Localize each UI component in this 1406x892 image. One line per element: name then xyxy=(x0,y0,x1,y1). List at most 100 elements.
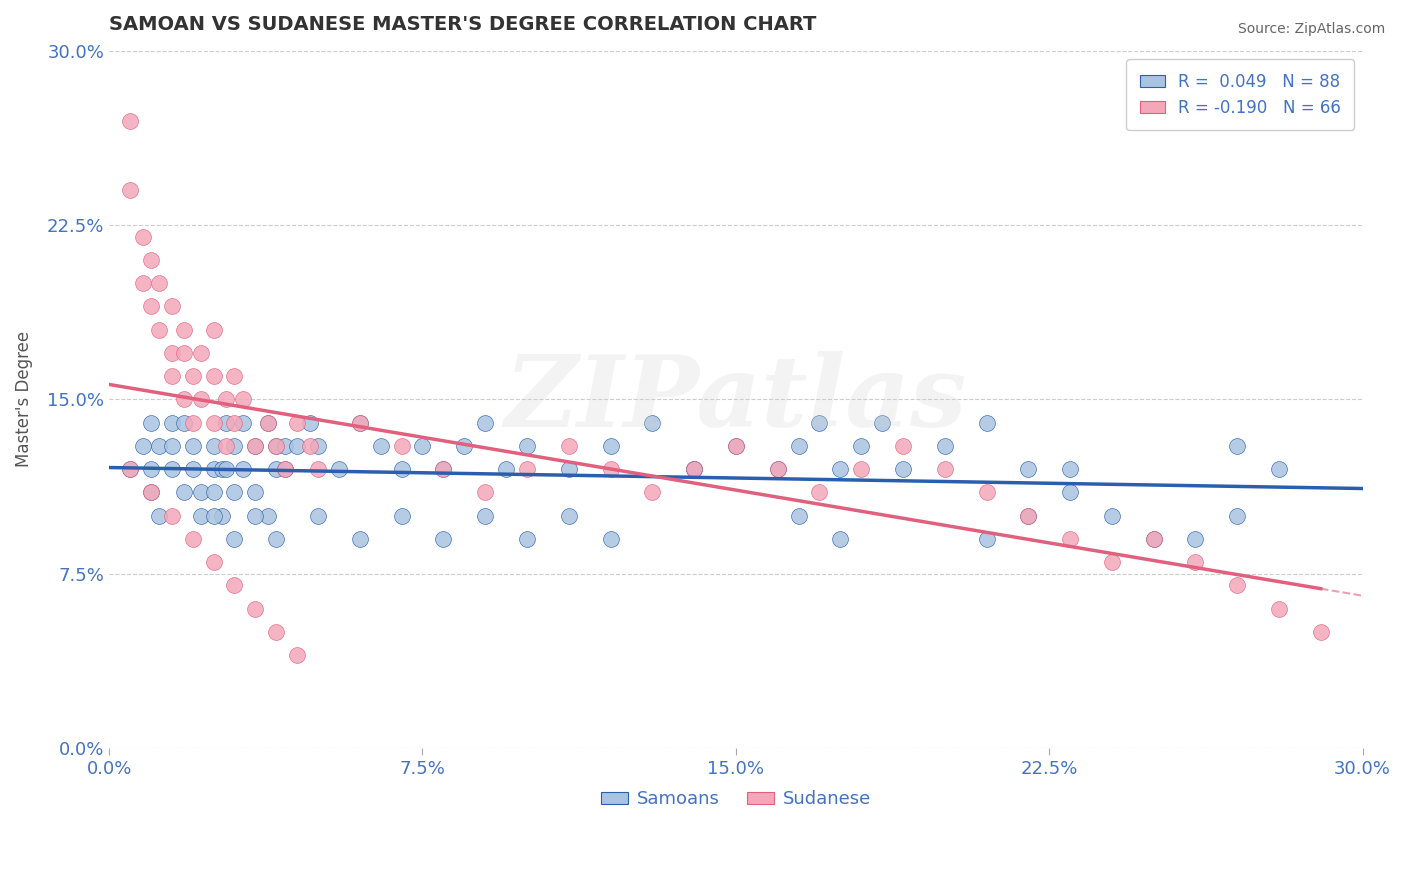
Point xyxy=(474,485,496,500)
Point xyxy=(787,508,810,523)
Point xyxy=(1226,439,1249,453)
Point xyxy=(190,485,212,500)
Point xyxy=(273,439,295,453)
Point xyxy=(139,485,162,500)
Point xyxy=(245,439,267,453)
Point xyxy=(181,462,204,476)
Point xyxy=(224,416,246,430)
Point xyxy=(391,462,413,476)
Point xyxy=(202,323,225,337)
Point xyxy=(787,439,810,453)
Point xyxy=(495,462,517,476)
Point xyxy=(264,624,287,639)
Point xyxy=(683,462,706,476)
Point xyxy=(173,346,195,360)
Point xyxy=(557,508,579,523)
Y-axis label: Master's Degree: Master's Degree xyxy=(15,331,32,467)
Point xyxy=(173,416,195,430)
Point xyxy=(474,416,496,430)
Point xyxy=(1268,601,1291,615)
Text: Source: ZipAtlas.com: Source: ZipAtlas.com xyxy=(1237,22,1385,37)
Point xyxy=(173,485,195,500)
Point xyxy=(1226,578,1249,592)
Point xyxy=(224,369,246,384)
Point xyxy=(148,277,170,291)
Point xyxy=(1184,555,1206,569)
Point xyxy=(641,485,664,500)
Point xyxy=(851,439,873,453)
Point xyxy=(891,462,914,476)
Point xyxy=(1101,508,1123,523)
Point xyxy=(1184,532,1206,546)
Point xyxy=(453,439,475,453)
Point xyxy=(232,462,254,476)
Text: ZIPatlas: ZIPatlas xyxy=(505,351,967,448)
Text: SAMOAN VS SUDANESE MASTER'S DEGREE CORRELATION CHART: SAMOAN VS SUDANESE MASTER'S DEGREE CORRE… xyxy=(110,15,817,34)
Point xyxy=(1059,462,1081,476)
Point xyxy=(181,532,204,546)
Point xyxy=(190,508,212,523)
Point xyxy=(1226,508,1249,523)
Point xyxy=(1101,555,1123,569)
Point xyxy=(131,439,153,453)
Point xyxy=(474,508,496,523)
Point xyxy=(976,416,998,430)
Point xyxy=(160,346,183,360)
Point xyxy=(808,416,831,430)
Point xyxy=(870,416,893,430)
Point xyxy=(830,532,852,546)
Point xyxy=(432,462,454,476)
Point xyxy=(202,485,225,500)
Point xyxy=(1059,532,1081,546)
Point xyxy=(215,439,238,453)
Point xyxy=(245,439,267,453)
Point xyxy=(273,462,295,476)
Point xyxy=(232,416,254,430)
Point xyxy=(370,439,392,453)
Legend: Samoans, Sudanese: Samoans, Sudanese xyxy=(593,783,879,815)
Point xyxy=(599,439,621,453)
Point xyxy=(1059,485,1081,500)
Point xyxy=(808,485,831,500)
Point xyxy=(411,439,433,453)
Point xyxy=(298,416,321,430)
Point xyxy=(215,462,238,476)
Point xyxy=(557,462,579,476)
Point xyxy=(245,508,267,523)
Point xyxy=(1268,462,1291,476)
Point xyxy=(391,439,413,453)
Point xyxy=(245,601,267,615)
Point xyxy=(349,416,371,430)
Point xyxy=(211,462,233,476)
Point xyxy=(307,439,329,453)
Point xyxy=(181,369,204,384)
Point xyxy=(118,113,141,128)
Point xyxy=(264,439,287,453)
Point xyxy=(1143,532,1166,546)
Point xyxy=(118,183,141,197)
Point xyxy=(683,462,706,476)
Point xyxy=(224,439,246,453)
Point xyxy=(934,462,956,476)
Point xyxy=(1143,532,1166,546)
Point xyxy=(599,462,621,476)
Point xyxy=(202,416,225,430)
Point xyxy=(232,392,254,407)
Point xyxy=(432,462,454,476)
Point xyxy=(432,532,454,546)
Point xyxy=(245,485,267,500)
Point xyxy=(202,462,225,476)
Point xyxy=(160,416,183,430)
Point xyxy=(264,439,287,453)
Point xyxy=(148,439,170,453)
Point xyxy=(160,439,183,453)
Point xyxy=(349,416,371,430)
Point xyxy=(891,439,914,453)
Point xyxy=(139,300,162,314)
Point xyxy=(202,555,225,569)
Point xyxy=(391,508,413,523)
Point xyxy=(851,462,873,476)
Point xyxy=(599,532,621,546)
Point xyxy=(830,462,852,476)
Point xyxy=(224,485,246,500)
